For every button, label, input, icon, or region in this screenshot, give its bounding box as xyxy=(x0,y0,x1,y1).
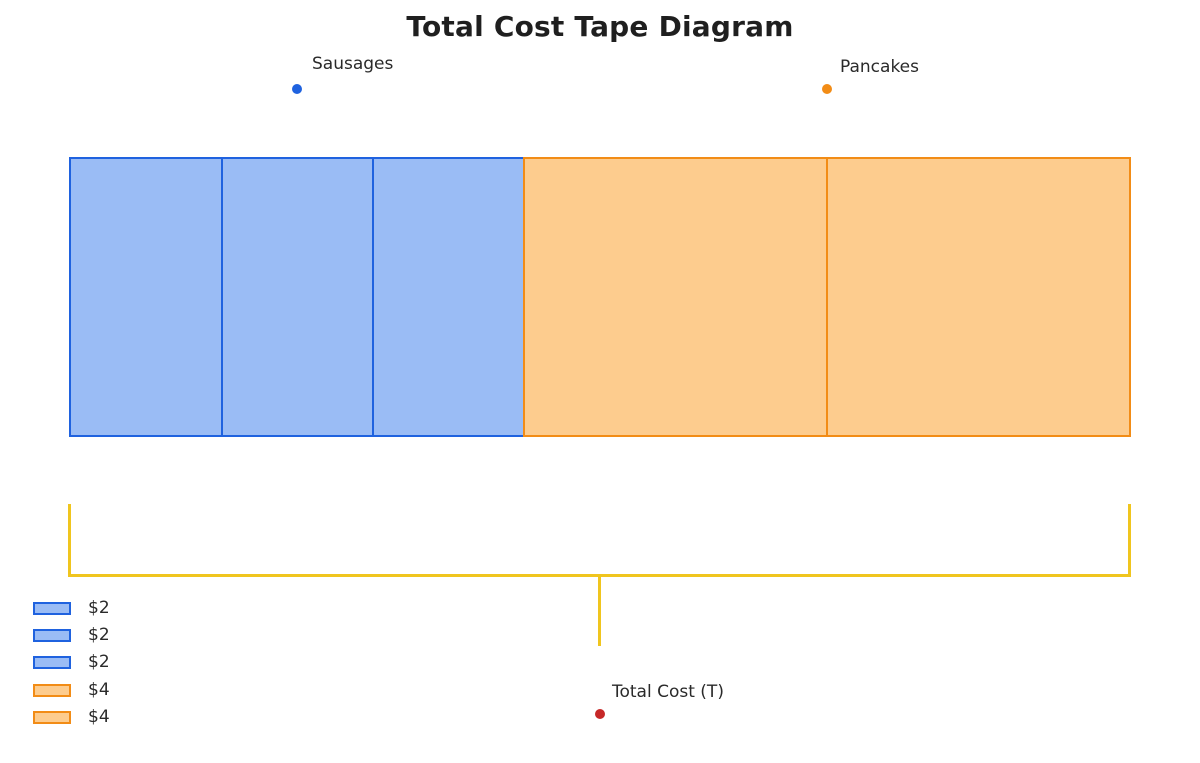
legend-item: $2 xyxy=(33,597,110,619)
legend-swatch xyxy=(33,710,71,724)
tape-segment-sausage-3 xyxy=(372,157,525,437)
legend-label: $4 xyxy=(88,707,110,727)
tape-segment-sausage-2 xyxy=(221,157,375,437)
tape-segment-pancake-1 xyxy=(523,157,828,437)
total-cost-label: Total Cost (T) xyxy=(612,682,724,702)
sausages-label: Sausages xyxy=(312,54,394,74)
legend-item: $4 xyxy=(33,679,110,701)
legend-swatch xyxy=(33,683,71,697)
diagram-title: Total Cost Tape Diagram xyxy=(406,10,794,43)
pancakes-label: Pancakes xyxy=(840,57,919,77)
legend-swatch xyxy=(33,655,71,669)
legend-swatch xyxy=(33,601,71,615)
legend-item: $2 xyxy=(33,624,110,646)
bracket-left-arm xyxy=(68,504,71,577)
legend-label: $2 xyxy=(88,652,110,672)
legend-label: $2 xyxy=(88,598,110,618)
legend-item: $4 xyxy=(33,706,110,728)
legend-label: $4 xyxy=(88,680,110,700)
legend-swatch xyxy=(33,628,71,642)
sausages-marker-dot xyxy=(292,84,302,94)
pancakes-marker-dot xyxy=(822,84,832,94)
bracket-stem xyxy=(598,574,601,646)
legend-label: $2 xyxy=(88,625,110,645)
legend-item: $2 xyxy=(33,651,110,673)
total-cost-marker-dot xyxy=(595,709,605,719)
tape-segment-sausage-1 xyxy=(69,157,223,437)
bracket-right-arm xyxy=(1128,504,1131,577)
tape-segment-pancake-2 xyxy=(826,157,1131,437)
